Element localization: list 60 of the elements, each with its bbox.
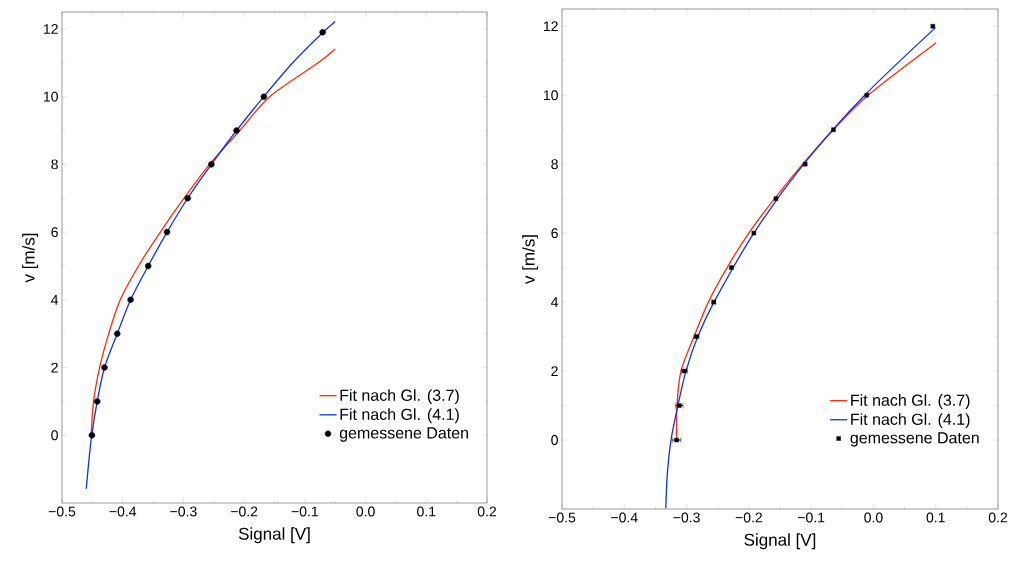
x-tick-label: −0.5 [48, 506, 76, 517]
y-tick-label: 8 [551, 159, 558, 170]
y-tick-label: 0 [51, 430, 58, 441]
point [930, 24, 935, 29]
point [751, 230, 757, 236]
point [864, 93, 869, 98]
y-tick-label: 4 [50, 295, 59, 305]
point [831, 127, 836, 132]
y-tick-label: 0 [551, 435, 558, 445]
x-tick-label: 0.1 [417, 506, 436, 517]
x-tick-label: 0.1 [926, 512, 945, 523]
y-tick-label: 12 [543, 21, 558, 32]
point [163, 228, 171, 236]
y-tick-label: 10 [543, 90, 558, 101]
x-tick-label: −0.2 [231, 506, 258, 517]
point [101, 364, 108, 371]
point [319, 29, 326, 36]
x-tick-label: −0.1 [798, 512, 825, 523]
legend-label: Fit nach Gl. (3.7) [851, 394, 970, 410]
y-tick-label: 2 [51, 362, 58, 373]
legend-label: gemessene Daten [850, 432, 979, 447]
x-tick-label: −0.5 [548, 512, 576, 523]
x-tick-label: −0.3 [170, 506, 197, 517]
point [773, 196, 779, 201]
y-axis-title: v [m/s] [22, 233, 39, 283]
x-axis-title: Signal [V] [238, 527, 310, 544]
x-tick-label: 0.2 [988, 512, 1008, 523]
legend-label: Fit nach Gl. (4.1) [340, 408, 459, 424]
y-tick-label: 6 [551, 228, 558, 239]
legend-label: Fit nach Gl. (4.1) [851, 413, 970, 429]
point [127, 296, 134, 304]
legend-label: Fit nach Gl. (3.7) [340, 389, 459, 405]
point [88, 432, 96, 439]
point [145, 262, 152, 270]
x-tick-label: 0.0 [864, 512, 883, 523]
point [233, 127, 240, 134]
x-tick-label: −0.1 [291, 506, 318, 517]
x-tick-label: −0.4 [611, 512, 638, 523]
line-series [85, 20, 336, 490]
x-tick-label: −0.2 [735, 512, 762, 523]
y-tick-label: 6 [51, 227, 58, 238]
y-tick-label: 2 [551, 366, 558, 376]
point [94, 398, 101, 405]
y-tick-label: 12 [43, 24, 58, 34]
point [260, 93, 268, 100]
y-tick-label: 4 [551, 297, 559, 307]
point [803, 161, 808, 167]
x-axis-title: Signal [V] [744, 533, 816, 550]
y-tick-label: 8 [51, 159, 58, 170]
x-tick-label: −0.4 [109, 506, 137, 517]
x-tick-label: 0.0 [356, 506, 375, 517]
point [729, 265, 734, 270]
x-tick-label: −0.3 [673, 512, 700, 523]
y-axis-title: v [m/s] [522, 235, 539, 284]
point [208, 161, 215, 168]
x-tick-label: 0.2 [477, 506, 497, 517]
y-tick-label: 10 [43, 91, 58, 102]
point [184, 195, 191, 202]
legend-label: gemessene Daten [339, 427, 468, 442]
point [114, 330, 121, 337]
